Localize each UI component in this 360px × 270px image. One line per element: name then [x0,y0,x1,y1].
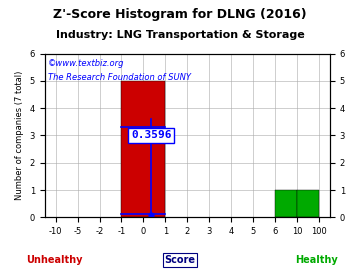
Text: Unhealthy: Unhealthy [26,255,82,265]
Text: Healthy: Healthy [296,255,338,265]
Bar [275,190,297,217]
Text: The Research Foundation of SUNY: The Research Foundation of SUNY [48,73,190,82]
Text: Score: Score [165,255,195,265]
Text: ©www.textbiz.org: ©www.textbiz.org [48,59,124,68]
Text: Z'-Score Histogram for DLNG (2016): Z'-Score Histogram for DLNG (2016) [53,8,307,21]
Y-axis label: Number of companies (7 total): Number of companies (7 total) [15,71,24,200]
Bar [297,190,319,217]
Text: 0.3596: 0.3596 [131,130,171,140]
Bar [121,81,165,217]
Text: Industry: LNG Transportation & Storage: Industry: LNG Transportation & Storage [56,30,304,40]
